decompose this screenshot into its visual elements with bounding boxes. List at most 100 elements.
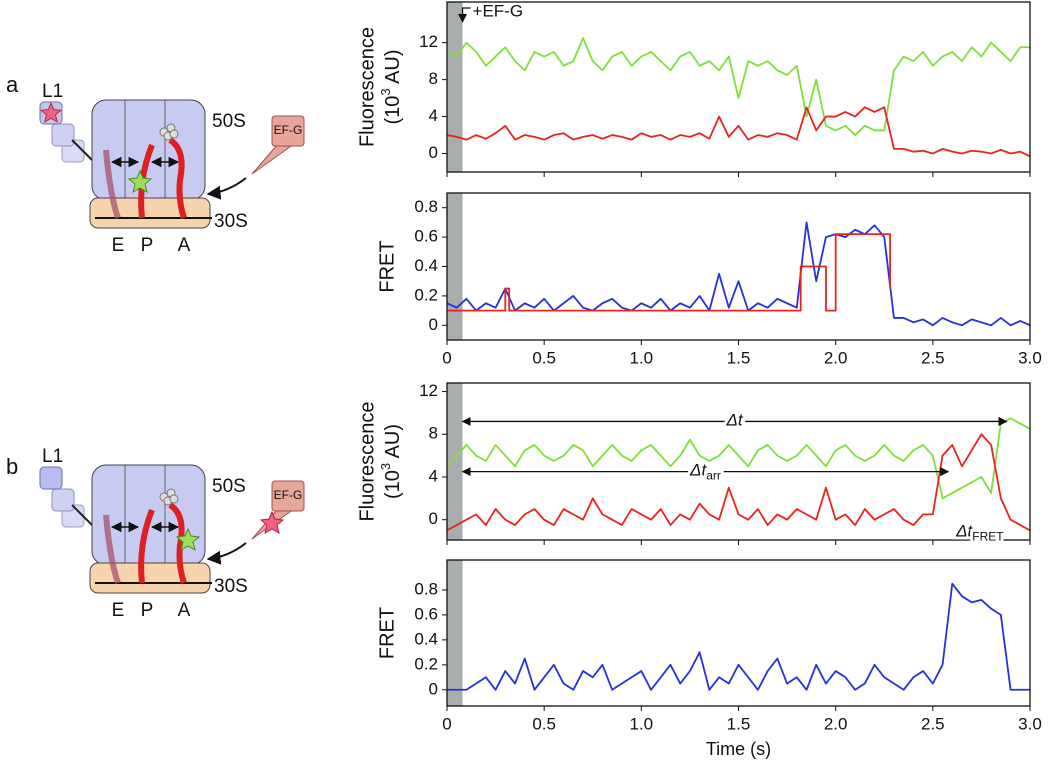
annotation-text: Δt	[955, 522, 973, 541]
x-tick-label: 2.0	[824, 714, 848, 733]
site-label: P	[141, 600, 154, 621]
x-tick-label: 2.5	[921, 714, 945, 733]
plot-frame	[446, 1, 1031, 173]
y-tick-label: 8	[429, 424, 438, 443]
y-tick-label: 0.6	[414, 227, 438, 246]
y-tick-label: 4	[429, 106, 438, 125]
y-tick-label: 0.4	[414, 629, 438, 648]
trace	[447, 582, 1030, 691]
y-tick-label: 8	[429, 69, 438, 88]
shade	[447, 193, 463, 340]
trna-p	[138, 508, 155, 584]
x-tick-label: 2.0	[824, 348, 848, 367]
x-tick-label: 0.5	[532, 714, 556, 733]
efg	[271, 480, 305, 512]
x-tick-label: 0	[442, 348, 451, 367]
panel-label: b	[6, 454, 18, 479]
y-tick-label: 0	[429, 143, 438, 162]
annotation: Δt	[726, 411, 744, 430]
y-tick-label: 0	[429, 315, 438, 334]
trace	[447, 233, 891, 312]
y-axis-label: Fluorescence	[356, 27, 378, 147]
large-label: 50S	[212, 476, 246, 497]
site-label: A	[178, 235, 191, 256]
x-tick-label: 0.5	[532, 348, 556, 367]
amino-acids	[159, 123, 179, 141]
y-tick-label: 0.8	[414, 197, 438, 216]
l1-label: L1	[42, 81, 63, 102]
trace	[447, 221, 1030, 327]
annotation-arrow	[457, 7, 471, 23]
annotation-sub: FRET	[972, 530, 1004, 544]
y-axis-label: FRET	[376, 607, 398, 659]
shade	[447, 560, 463, 706]
label-sup: 3	[378, 463, 393, 470]
y-tick-label: 4	[429, 466, 438, 485]
site-label: E	[112, 600, 125, 621]
trace	[447, 106, 1030, 158]
annotation-text: Δt	[689, 461, 707, 480]
label-part: (10	[382, 96, 404, 125]
small-subunit	[89, 197, 211, 229]
x-tick-label: 3.0	[1018, 348, 1042, 367]
l1-shadow	[51, 123, 75, 147]
binding-arrow	[206, 177, 247, 200]
efg	[271, 115, 305, 147]
x-axis-label: Time (s)	[706, 739, 771, 759]
y-tick-label: 0	[429, 679, 438, 698]
y-axis-label: (103 AU)	[378, 424, 404, 499]
site-label: A	[178, 600, 191, 621]
y-tick-label: 0.2	[414, 654, 438, 673]
trna-a	[168, 502, 187, 584]
l1-label: L1	[42, 446, 63, 467]
small-label: 30S	[214, 576, 248, 597]
large-label: 50S	[212, 111, 246, 132]
trna-e	[103, 149, 121, 219]
efg-label: EF-G	[274, 488, 303, 502]
x-tick-label: 0	[442, 714, 451, 733]
y-tick-label: 0.8	[414, 579, 438, 598]
binding-arrow	[206, 542, 247, 565]
efg-label: EF-G	[274, 123, 303, 137]
small-label: 30S	[214, 211, 248, 232]
annotation: +EF-G	[473, 1, 524, 20]
l1	[39, 466, 63, 490]
site-label: P	[141, 235, 154, 256]
trace	[447, 37, 1030, 136]
x-tick-label: 1.0	[630, 348, 654, 367]
y-axis-label: (103 AU)	[378, 49, 404, 124]
x-tick-label: 1.0	[630, 714, 654, 733]
diagram-b: L1 50S 30S E P A EF-G	[39, 446, 305, 621]
trna-a	[168, 137, 187, 219]
y-axis-label: FRET	[376, 240, 398, 292]
l1-shadow	[51, 488, 75, 512]
trace	[447, 417, 1030, 500]
y-tick-label: 12	[419, 32, 438, 51]
x-tick-label: 2.5	[921, 348, 945, 367]
y-tick-label: 12	[419, 381, 438, 400]
annotation-sub: arr	[706, 469, 721, 483]
y-axis-label: Fluorescence	[356, 401, 378, 521]
label-part: AU)	[382, 49, 404, 88]
x-tick-label: 1.5	[727, 714, 751, 733]
amino-acids	[159, 488, 179, 506]
label-part: AU)	[382, 424, 404, 463]
x-tick-label: 3.0	[1018, 714, 1042, 733]
efg-tail	[251, 143, 296, 175]
annotation: Δtarr	[689, 461, 721, 483]
plot-frame	[446, 382, 1031, 541]
y-tick-label: 0.6	[414, 604, 438, 623]
panel-label: a	[6, 72, 19, 97]
label-sup: 3	[378, 88, 393, 95]
plot-frame	[446, 559, 1031, 707]
small-subunit	[89, 562, 211, 594]
annotation: ΔtFRET	[955, 522, 1004, 544]
x-tick-label: 1.5	[727, 348, 751, 367]
y-tick-label: 0.2	[414, 285, 438, 304]
trace	[447, 433, 1030, 532]
shade	[447, 383, 463, 540]
annotation-text: Δt	[726, 411, 744, 430]
shade	[447, 2, 463, 172]
y-tick-label: 0	[429, 509, 438, 528]
